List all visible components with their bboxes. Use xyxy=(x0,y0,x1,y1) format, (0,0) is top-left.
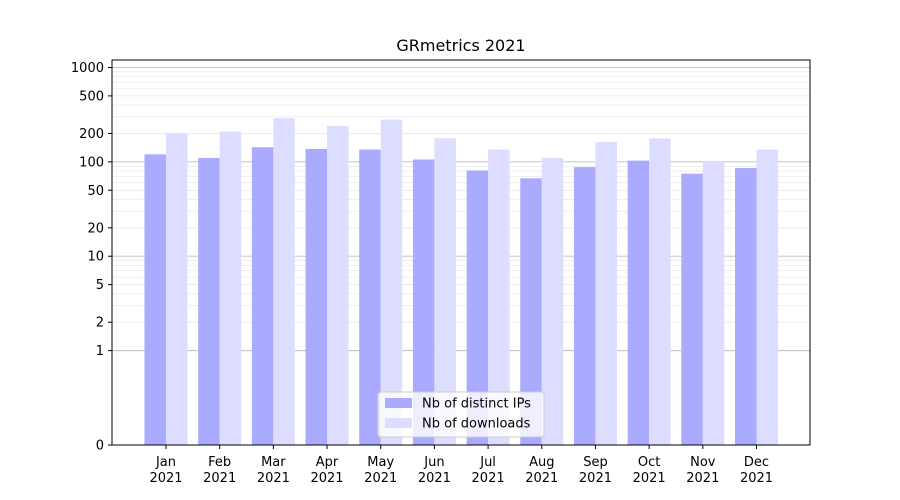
x-tick-label-month: Sep xyxy=(583,455,608,470)
x-tick-label-month: Jul xyxy=(479,455,496,470)
x-tick-label-year: 2021 xyxy=(633,471,666,486)
x-tick-label-month: Jan xyxy=(155,455,176,470)
legend: Nb of distinct IPs Nb of downloads xyxy=(377,391,545,438)
bar-downloads xyxy=(595,142,617,445)
x-tick-label-year: 2021 xyxy=(740,471,773,486)
bar-distinct-ips xyxy=(359,149,381,445)
bar-downloads xyxy=(434,138,456,445)
chart-title: GRmetrics 2021 xyxy=(396,36,525,55)
x-tick-label-year: 2021 xyxy=(149,471,182,486)
bar-downloads xyxy=(702,161,725,445)
legend-swatch xyxy=(385,418,412,428)
x-tick-label-month: Feb xyxy=(208,455,231,470)
x-axis: Jan2021Feb2021Mar2021Apr2021May2021Jun20… xyxy=(149,445,773,486)
y-tick-label: 200 xyxy=(79,127,104,142)
x-tick-label-month: Aug xyxy=(529,455,554,470)
y-axis: 0 1 2 5 10 20 50 100 200 500 1000 xyxy=(71,61,112,454)
bar-distinct-ips xyxy=(144,154,166,445)
bar-distinct-ips xyxy=(681,173,703,446)
bar-distinct-ips xyxy=(198,157,220,445)
y-tick-label: 500 xyxy=(79,89,104,104)
bar-downloads xyxy=(327,125,349,445)
y-tick-label: 100 xyxy=(79,155,104,170)
bar-distinct-ips xyxy=(412,159,435,445)
bar-downloads xyxy=(649,138,671,445)
y-tick-label: 5 xyxy=(96,278,104,293)
x-tick-label-month: Mar xyxy=(261,455,286,470)
x-tick-label-year: 2021 xyxy=(525,471,558,486)
legend-label: Nb of distinct IPs xyxy=(422,397,531,412)
legend-box xyxy=(377,391,545,438)
bar-downloads xyxy=(541,157,564,445)
bar-distinct-ips xyxy=(305,148,328,445)
bar-downloads xyxy=(380,119,403,445)
bar-downloads xyxy=(756,149,778,445)
bar-downloads xyxy=(488,149,510,445)
x-tick-label-year: 2021 xyxy=(686,471,719,486)
bar-distinct-ips xyxy=(627,160,650,445)
y-tick-label: 0 xyxy=(96,439,104,454)
x-tick-label-month: Dec xyxy=(744,455,769,470)
bar-distinct-ips xyxy=(251,147,274,445)
bar-downloads xyxy=(166,133,188,445)
bar-distinct-ips xyxy=(466,170,489,445)
y-tick-label: 10 xyxy=(87,250,104,265)
x-tick-label-month: Nov xyxy=(690,455,716,470)
x-tick-label-year: 2021 xyxy=(418,471,451,486)
y-tick-label: 1 xyxy=(96,344,104,359)
x-tick-label-year: 2021 xyxy=(579,471,612,486)
bar-distinct-ips xyxy=(520,178,542,445)
bar-distinct-ips xyxy=(735,168,757,445)
x-tick-label-year: 2021 xyxy=(257,471,290,486)
legend-label: Nb of downloads xyxy=(422,417,531,432)
x-tick-label-year: 2021 xyxy=(310,471,343,486)
x-tick-label-month: Oct xyxy=(638,455,660,470)
x-tick-label-year: 2021 xyxy=(364,471,397,486)
y-tick-label: 2 xyxy=(96,316,104,331)
plot-frame xyxy=(111,59,811,446)
x-tick-label-month: May xyxy=(367,455,394,470)
legend-swatch xyxy=(385,398,412,408)
y-tick-label: 50 xyxy=(87,184,104,199)
y-tick-label: 1000 xyxy=(71,61,104,76)
bars xyxy=(144,118,778,446)
bar-distinct-ips xyxy=(573,167,596,445)
bar-downloads xyxy=(219,131,242,445)
x-tick-label-year: 2021 xyxy=(203,471,236,486)
x-tick-label-year: 2021 xyxy=(472,471,505,486)
bar-downloads xyxy=(273,118,295,445)
x-tick-label-month: Apr xyxy=(316,455,339,470)
x-tick-label-month: Jun xyxy=(423,455,444,470)
y-tick-label: 20 xyxy=(87,221,104,236)
